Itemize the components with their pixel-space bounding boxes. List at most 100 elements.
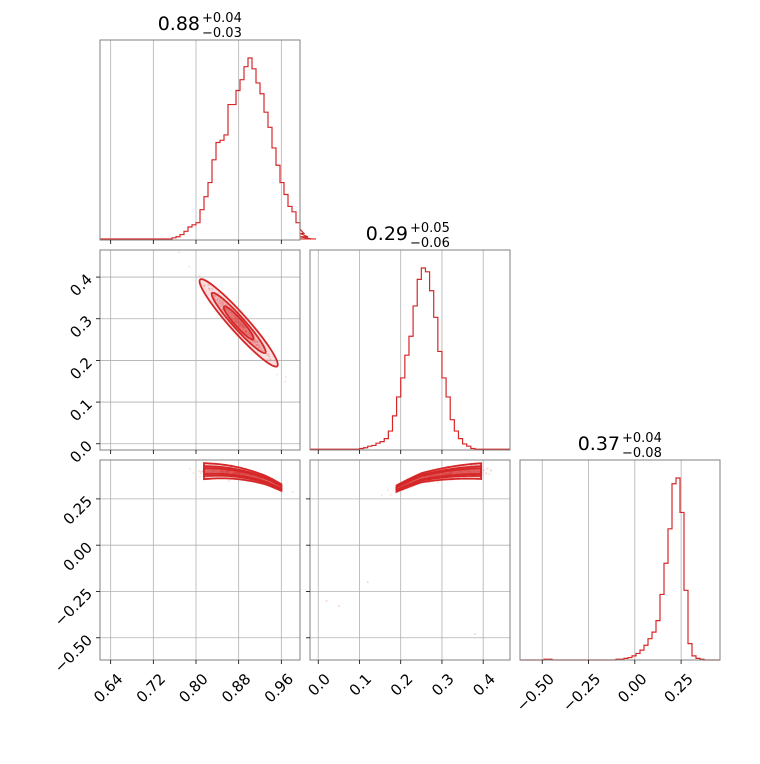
density-contour <box>198 278 279 368</box>
axes-frame <box>519 459 721 661</box>
scatter-point <box>252 340 255 343</box>
panel-scatter-param2-param3: 0.0 0.1 0.2 0.3 0.4 <box>304 459 511 700</box>
scatter-point <box>247 332 250 335</box>
scatter-point <box>259 346 262 349</box>
density-contour <box>395 467 483 492</box>
scatter-point <box>202 284 205 287</box>
scatter-point <box>253 341 256 344</box>
scatter-point <box>245 330 248 333</box>
scatter-point <box>243 325 246 328</box>
scatter-point <box>232 317 235 320</box>
scatter-point <box>234 320 237 323</box>
scatter-point <box>257 343 260 346</box>
x-tick-label: −0.25 <box>559 670 604 715</box>
scatter-point <box>230 316 233 319</box>
title-param2-plus: +0.05 <box>410 221 450 236</box>
scatter-point <box>234 318 237 321</box>
contours-p1-p3 <box>203 462 283 493</box>
y-tick-label: 0.4 <box>66 270 96 300</box>
scatter-point <box>178 251 181 254</box>
scatter-point <box>229 313 232 316</box>
scatter-point <box>234 320 237 323</box>
scatter-point <box>234 316 237 319</box>
scatter-point <box>222 303 225 306</box>
axes-frame <box>309 249 511 451</box>
scatter-point <box>211 288 214 291</box>
scatter-point <box>234 318 237 321</box>
x-tick-label: 0.88 <box>218 670 254 706</box>
scatter-point <box>245 330 248 333</box>
scatter-point <box>237 318 240 321</box>
scatter-point <box>242 325 245 328</box>
scatter-point <box>238 324 241 327</box>
scatter-point <box>218 300 221 303</box>
scatter-point <box>242 329 245 332</box>
scatter-point <box>188 265 191 268</box>
scatter-point <box>205 290 208 293</box>
scatter-point <box>252 342 255 345</box>
scatter-point <box>291 490 294 493</box>
scatter-point <box>484 471 487 474</box>
scatter-point <box>284 380 287 383</box>
scatter-point <box>257 344 260 347</box>
scatter-point <box>216 299 219 302</box>
x-tick-label: 0.80 <box>175 670 211 706</box>
scatter-point <box>221 303 224 306</box>
scatter-point <box>217 298 220 301</box>
scatter-point <box>230 313 233 316</box>
scatter-point <box>241 324 244 327</box>
x-tick-label: 0.2 <box>387 670 417 700</box>
ticks-hist-param3: −0.50 −0.25 0.00 0.25 <box>513 660 697 715</box>
scatter-point <box>233 317 236 320</box>
scatter-point <box>232 315 235 318</box>
scatter-point <box>256 340 259 343</box>
scatter-point <box>236 317 239 320</box>
scatter-point <box>234 317 237 320</box>
scatter-point <box>235 319 238 322</box>
scatter-point <box>203 284 206 287</box>
scatter-point <box>240 322 243 325</box>
x-tick-label: 0.3 <box>428 670 458 700</box>
axes-frame <box>309 459 511 661</box>
scatter-point <box>267 354 270 357</box>
y-tick-label: −0.50 <box>51 631 96 676</box>
x-tick-label: 0.0 <box>304 670 334 700</box>
scatter-point <box>214 295 217 298</box>
scatter-point <box>235 321 238 324</box>
scatter-point <box>235 321 238 324</box>
scatter-point <box>490 469 493 472</box>
scatter-point <box>236 320 239 323</box>
scatter-point <box>234 320 237 323</box>
scatter-point <box>244 330 247 333</box>
scatter-point <box>227 479 230 482</box>
scatter-point <box>234 315 237 318</box>
scatter-point <box>241 325 244 328</box>
axes-frame <box>99 39 301 241</box>
scatter-point <box>240 323 243 326</box>
scatter-point <box>208 287 211 290</box>
scatter-point <box>189 467 192 470</box>
scatter-point <box>227 309 230 312</box>
scatter-point <box>227 311 230 314</box>
scatter-point <box>486 467 489 470</box>
scatter-point <box>244 331 247 334</box>
title-param3-median: 0.37 <box>578 433 620 455</box>
scatter-point <box>241 329 244 332</box>
scatter-point <box>198 274 201 277</box>
scatter-point <box>244 330 247 333</box>
scatter-point <box>255 344 258 347</box>
y-tick-label: 0.1 <box>66 395 96 425</box>
scatter-point <box>208 287 211 290</box>
scatter-point <box>254 338 257 341</box>
scatter-point <box>229 310 232 313</box>
scatter-point <box>220 301 223 304</box>
density-contour <box>222 305 255 341</box>
y-tick-label: 0.2 <box>66 354 96 384</box>
contours-p1-p2 <box>198 278 279 368</box>
scatter-point <box>485 467 488 470</box>
scatter-point <box>218 304 221 307</box>
scatter-point <box>266 350 269 353</box>
scatter-point <box>229 311 232 314</box>
scatter-point <box>259 345 262 348</box>
